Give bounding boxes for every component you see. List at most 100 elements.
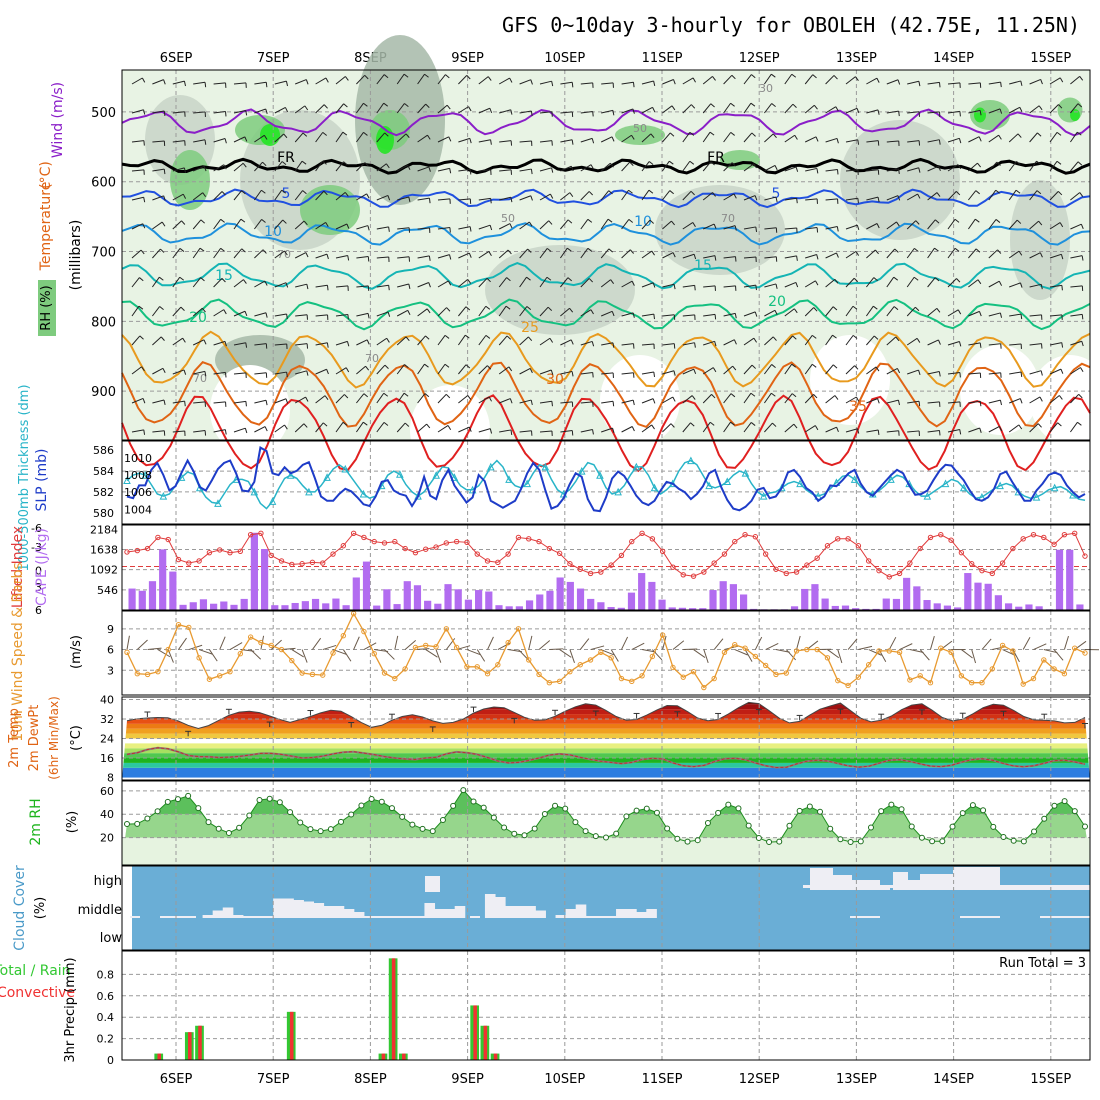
lifted-index-point: [752, 534, 759, 540]
wind-barb-shaft: [478, 139, 491, 143]
thickness-point: [759, 491, 768, 500]
wind-barb-shaft: [743, 337, 755, 346]
lifted-index-point: [433, 544, 439, 550]
wind-barb-shaft: [886, 430, 899, 433]
wind-barb: [193, 139, 207, 145]
precip-total-label: Total / Rain: [0, 963, 71, 979]
wind-barb: [213, 429, 227, 435]
wind-barb: [376, 256, 390, 262]
wind-speed-point: [381, 670, 388, 676]
wind-barb: [519, 110, 533, 117]
low-cloud-segment: [850, 916, 880, 918]
wind-barb-shaft: [723, 339, 735, 346]
wind-barb: [1069, 421, 1082, 433]
wind-barb-flag: [183, 167, 187, 173]
wind-barb-flag: [875, 366, 880, 372]
wind-barb-flag: [490, 198, 492, 204]
wind-barb-shaft: [662, 314, 675, 317]
wind-barb-shaft: [519, 79, 531, 85]
wind-barb-shaft: [233, 218, 242, 230]
middle-cloud-bar: [495, 897, 506, 918]
wind-barb-shaft: [131, 140, 144, 143]
rh-point: [980, 807, 987, 814]
wind-barb: [498, 249, 512, 259]
wind-barb: [784, 423, 798, 433]
wind-barb-shaft: [988, 219, 997, 230]
lifted-index-point: [309, 559, 316, 566]
rh-tick-label: 60: [100, 785, 114, 798]
middle-cloud-bar: [283, 898, 294, 918]
wind-barb: [315, 314, 329, 320]
wind-barb-flag: [938, 339, 941, 345]
wind-barb-flag: [733, 193, 737, 199]
wind-barb: [968, 109, 982, 116]
wind-barb-flag: [571, 82, 574, 88]
thickness-point: [341, 464, 350, 473]
rh-point: [124, 821, 130, 828]
wind-barb-shaft: [172, 369, 185, 375]
cape-bar: [576, 588, 585, 610]
wind-barb-flag: [648, 189, 654, 194]
wind-barb-flag: [160, 248, 165, 253]
wind-barb-flag: [510, 197, 513, 203]
thickness-point: [523, 479, 531, 488]
wind-barb-shaft: [1049, 132, 1058, 143]
wind-barb-flag: [528, 336, 533, 342]
wind-barb-shaft: [131, 305, 140, 317]
wind-barb: [499, 429, 513, 435]
wind-barb-shaft: [947, 137, 960, 143]
wind-barb-flag: [631, 280, 635, 286]
slp-tick-label: 1004: [124, 503, 152, 516]
wind-barb-shaft: [417, 393, 426, 404]
wind-tick-label: 6: [107, 644, 114, 657]
precip-conv-bar: [493, 1053, 498, 1060]
wind-barb-shaft: [356, 74, 366, 85]
wind-barb: [476, 649, 486, 662]
wind-barb-flag: [569, 307, 574, 313]
wind-barb-flag: [755, 226, 758, 232]
wind-barb-shaft: [927, 139, 940, 143]
wind-barb: [947, 82, 961, 88]
wind-barb-flag: [183, 81, 186, 87]
lifted-index-point: [979, 567, 985, 574]
wind-barb: [213, 218, 225, 230]
wind-barb: [743, 102, 756, 114]
wind-barb: [213, 164, 227, 172]
wind-barb-flag: [793, 308, 798, 314]
wind-speed-point: [567, 668, 573, 675]
top-date-axis: 6SEP7SEP8SEP9SEP10SEP11SEP12SEP13SEP14SE…: [160, 51, 1072, 66]
wind-barb-shaft: [458, 198, 471, 201]
wind-barb: [355, 421, 368, 433]
wind-barb-shaft: [560, 165, 572, 172]
middle-cloud-bar: [616, 909, 627, 918]
wind-barb-shaft: [703, 313, 716, 317]
rh-point: [388, 805, 395, 812]
rh-point: [582, 828, 589, 835]
temperature-contour: [121, 330, 1091, 389]
wind-barb-shaft: [335, 313, 348, 317]
lifted-index-point: [196, 558, 202, 564]
wind-barb-shaft: [233, 427, 246, 433]
lifted-index-point: [1020, 536, 1026, 542]
lifted-axis-label: Lifted Index: [10, 526, 26, 608]
wind-barb: [478, 197, 492, 204]
wind-barb-shaft: [1049, 222, 1061, 230]
wind-barb: [682, 314, 696, 320]
precip-conv-bar: [402, 1053, 406, 1060]
wind-barb-flag: [383, 422, 389, 426]
wind-barb-flag: [652, 282, 656, 288]
wind-barb-flag: [388, 285, 390, 291]
wind-barb: [131, 196, 146, 203]
wind-barb: [641, 189, 654, 201]
wind-barb: [315, 422, 328, 433]
wind-barb: [1029, 220, 1043, 230]
wind-barb: [641, 398, 656, 404]
wind-barb-flag: [405, 336, 410, 341]
wind-barb-flag: [772, 336, 777, 341]
wind-barb-flag: [1019, 282, 1023, 288]
wind-barb: [213, 110, 227, 117]
wind-barb-shaft: [356, 225, 369, 230]
wind-barb: [641, 282, 656, 288]
wind-barb: [866, 366, 880, 375]
wind-barb: [376, 364, 389, 375]
